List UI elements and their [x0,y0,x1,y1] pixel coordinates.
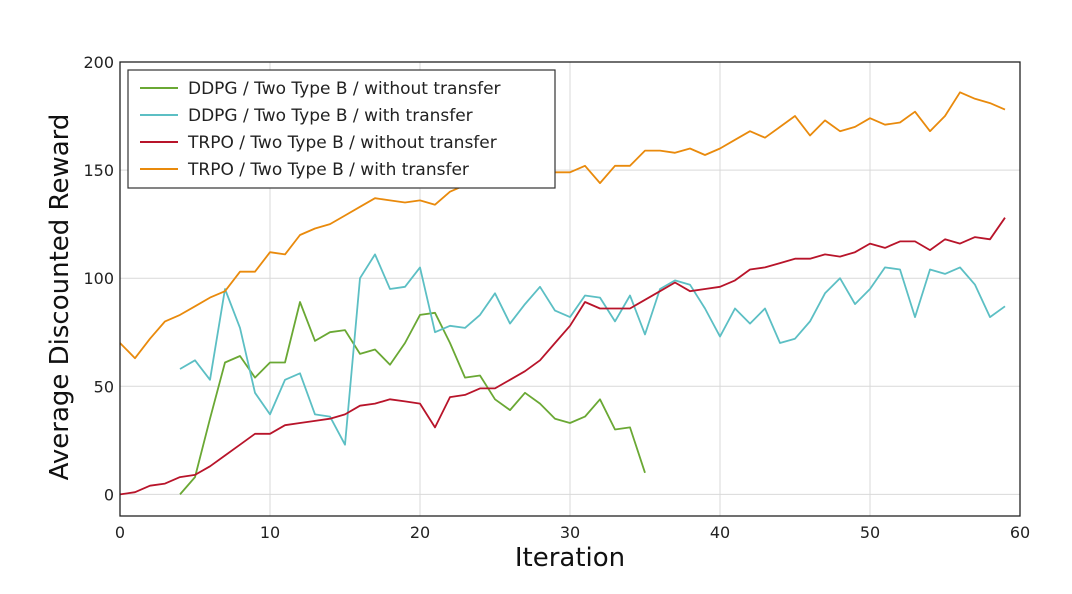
y-tick-label: 150 [83,161,114,180]
y-tick-label: 0 [104,485,114,504]
x-tick-label: 60 [1010,523,1030,542]
series-line-1 [179,301,646,495]
plot-frame [119,61,1021,517]
x-axis-label: Iteration [515,543,625,573]
y-tick-label: 100 [83,269,114,288]
axis-ticks: 0 10 20 30 40 50 60 0 50 100 150 200 [83,53,1030,542]
legend-label: DDPG / Two Type B / with transfer [188,106,473,126]
legend-box [127,69,556,189]
series-lines [119,91,1006,496]
x-tick-label: 40 [710,523,730,542]
series-line-4 [119,91,1006,360]
x-tick-label: 30 [560,523,580,542]
legend-label: DDPG / Two Type B / without transfer [188,79,501,99]
legend-label: TRPO / Two Type B / without transfer [187,133,497,153]
series-line-2 [179,253,1006,446]
y-tick-label: 200 [83,53,114,72]
legend-label: TRPO / Two Type B / with transfer [187,160,469,180]
x-tick-label: 50 [860,523,880,542]
x-tick-label: 0 [115,523,125,542]
x-tick-label: 20 [410,523,430,542]
y-axis-label: Average Discounted Reward [45,114,75,481]
series-line-3 [119,217,1006,496]
legend: DDPG / Two Type B / without transfer DDPG… [127,69,556,189]
y-tick-label: 50 [94,377,114,396]
x-tick-label: 10 [260,523,280,542]
